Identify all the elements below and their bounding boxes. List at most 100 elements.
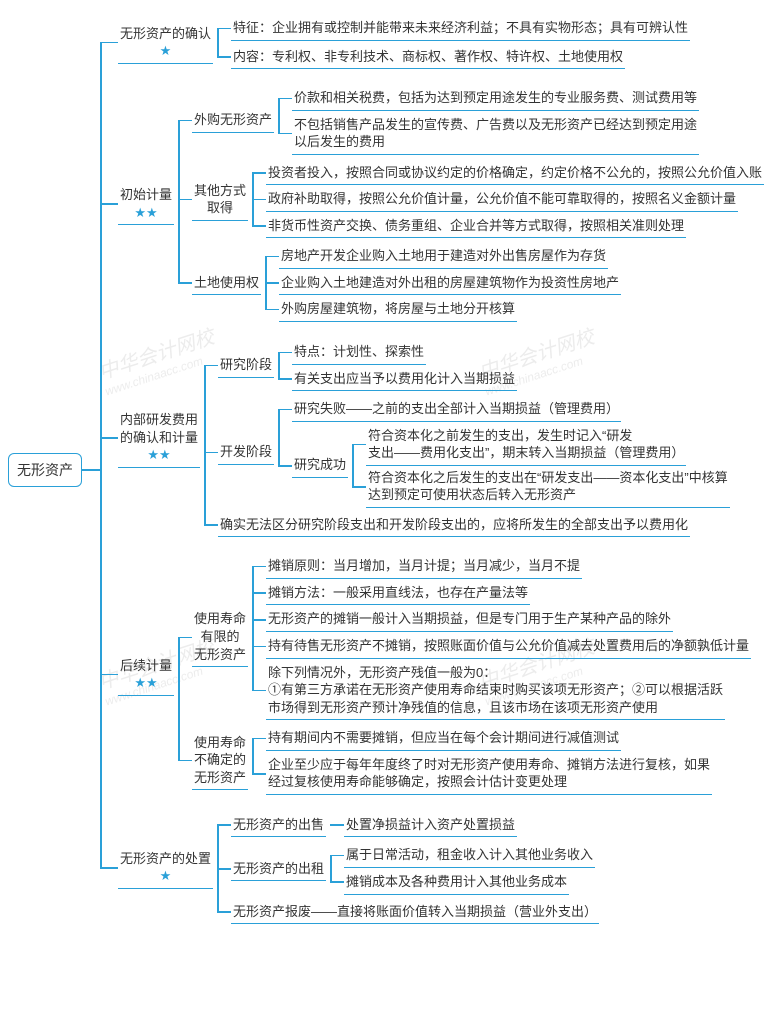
leaf-text: 特点：计划性、探索性: [292, 340, 426, 365]
leaf-node: 摊销原则：当月增加，当月计提；当月减少，当月不提: [252, 553, 755, 580]
leaf-node: 符合资本化之前发生的支出，发生时记入“研发 支出——费用化支出”，期末转入当期损…: [352, 424, 734, 466]
connector: [252, 592, 266, 594]
connector: [252, 619, 266, 621]
leaf-text: 投资者投入，按照合同或协议约定的价格确定，约定价格不公允的，按照公允价值入账: [266, 161, 764, 186]
branch-node: 研究阶段特点：计划性、探索性有关支出应当予以费用化计入当期损益: [204, 337, 734, 394]
node-label: 后续计量★★: [118, 654, 174, 696]
branch-node: 无形资产的出售处置净损益计入资产处置损益: [217, 810, 603, 841]
connector: [178, 637, 192, 639]
connector: [252, 172, 266, 174]
node-label: 初始计量★★: [118, 183, 174, 225]
connector: [252, 738, 266, 740]
connector: [252, 199, 266, 201]
connector: [204, 452, 218, 454]
connector: [178, 199, 192, 201]
leaf-text: 摊销原则：当月增加，当月计提；当月减少，当月不提: [266, 554, 582, 579]
connector: [330, 824, 344, 826]
leaf-text: 非货币性资产交换、债务重组、企业合并等方式取得，按照相关准则处理: [266, 214, 686, 239]
connector: [217, 28, 231, 30]
connector: [252, 690, 266, 692]
branch-node: 无形资产的确认★特征：企业拥有或控制并能带来未来经济利益；不具有实物形态；具有可…: [100, 8, 768, 77]
connector: [100, 42, 118, 44]
star-rating: ★★: [120, 446, 198, 464]
mindmap: 中华会计网校www.chinaacc.com中华会计网校www.chinaacc…: [8, 8, 775, 932]
leaf-node: 内容：专利权、非专利技术、商标权、著作权、特许权、土地使用权: [217, 43, 694, 72]
leaf-node: 确实无法区分研究阶段支出和开发阶段支出的，应将所发生的全部支出予以费用化: [204, 511, 734, 540]
node-label: 无形资产的出租: [231, 857, 326, 882]
node-label: 外购无形资产: [192, 108, 274, 133]
leaf-text: 研究失败——之前的支出全部计入当期损益（管理费用）: [292, 397, 621, 422]
leaf-text: 除下列情况外，无形资产残值一般为0： ①有第三方承诺在无形资产使用寿命结束时购买…: [266, 661, 725, 721]
connector: [100, 437, 118, 439]
leaf-node: 研究失败——之前的支出全部计入当期损益（管理费用）: [278, 396, 734, 423]
leaf-node: 持有待售无形资产不摊销，按照账面价值与公允价值减去处置费用后的净额孰低计量: [252, 633, 755, 660]
branch-node: 无形资产的处置★无形资产的出售处置净损益计入资产处置损益无形资产的出租属于日常活…: [100, 804, 768, 932]
leaf-node: 价款和相关税费，包括为达到预定用途发生的专业服务费、测试费用等: [278, 85, 703, 112]
connector: [217, 868, 231, 870]
leaf-text: 符合资本化之后发生的支出在“研发支出——资本化支出”中核算 达到预定可使用状态后…: [366, 466, 730, 508]
node-label: 土地使用权: [192, 271, 261, 296]
connector: [100, 674, 118, 676]
star-rating: ★: [120, 867, 211, 885]
leaf-text: 企业购入土地建造对外出租的房屋建筑物作为投资性房地产: [279, 271, 621, 296]
connector: [330, 855, 344, 857]
node-label: 内部研发费用 的确认和计量★★: [118, 408, 200, 468]
leaf-node: 无形资产的摊销一般计入当期损益，但是专门用于生产某种产品的除外: [252, 606, 755, 633]
leaf-text: 摊销成本及各种费用计入其他业务成本: [344, 870, 569, 895]
connector: [204, 524, 218, 526]
node-label: 无形资产的出售: [231, 813, 326, 838]
connector: [352, 486, 366, 488]
connector: [278, 133, 292, 135]
leaf-text: 外购房屋建筑物，将房屋与土地分开核算: [279, 297, 517, 322]
connector: [100, 203, 118, 205]
connector: [178, 120, 192, 122]
leaf-node: 外购房屋建筑物，将房屋与土地分开核算: [265, 296, 625, 323]
branch-node: 后续计量★★ 使用寿命 有限的 无形资产 摊销原则：当月增加，当月计提；当月减少，当…: [100, 545, 768, 803]
branch-node: 使用寿命 有限的 无形资产 摊销原则：当月增加，当月计提；当月减少，当月不提摊销方…: [178, 551, 755, 723]
leaf-text: 房地产开发企业购入土地用于建造对外出售房屋作为存货: [279, 244, 608, 269]
connector: [252, 646, 266, 648]
connector: [252, 566, 266, 568]
leaf-node: 属于日常活动，租金收入计入其他业务收入: [330, 842, 599, 869]
connector: [217, 911, 231, 913]
node-label: 使用寿命 有限的 无形资产: [192, 607, 248, 667]
leaf-node: 符合资本化之后发生的支出在“研发支出——资本化支出”中核算 达到预定可使用状态后…: [352, 466, 734, 508]
connector: [178, 282, 192, 284]
connector: [252, 225, 266, 227]
connector: [265, 282, 279, 284]
leaf-text: 无形资产报废——直接将账面价值转入当期损益（营业外支出）: [231, 900, 599, 925]
node-label: 研究阶段: [218, 353, 274, 378]
node-label: 开发阶段: [218, 440, 274, 465]
leaf-text: 持有期间内不需要摊销，但应当在每个会计期间进行减值测试: [266, 726, 621, 751]
branch-node: 研究成功符合资本化之前发生的支出，发生时记入“研发 支出——费用化支出”，期末转…: [278, 423, 734, 509]
node-label: 使用寿命 不确定的 无形资产: [192, 731, 248, 791]
connector: [204, 365, 218, 367]
leaf-text: 符合资本化之前发生的支出，发生时记入“研发 支出——费用化支出”，期末转入当期损…: [366, 424, 686, 466]
branch-node: 土地使用权房地产开发企业购入土地用于建造对外出售房屋作为存货企业购入土地建造对外…: [178, 241, 768, 325]
branch-node: 无形资产的出租属于日常活动，租金收入计入其他业务收入摊销成本及各种费用计入其他业…: [217, 840, 603, 897]
leaf-text: 属于日常活动，租金收入计入其他业务收入: [344, 843, 595, 868]
leaf-text: 摊销方法：一般采用直线法，也存在产量法等: [266, 581, 530, 606]
connector: [82, 469, 100, 471]
branch-node: 初始计量★★外购无形资产价款和相关税费，包括为达到预定用途发生的专业服务费、测试…: [100, 77, 768, 331]
connector: [100, 867, 118, 869]
leaf-node: 企业购入土地建造对外出租的房屋建筑物作为投资性房地产: [265, 270, 625, 297]
connector: [352, 444, 366, 446]
branch-node: 内部研发费用 的确认和计量★★研究阶段特点：计划性、探索性有关支出应当予以费用化…: [100, 331, 768, 545]
leaf-node: 企业至少应于每年年度终了时对无形资产使用寿命、摊销方法进行复核，如果 经过复核使…: [252, 752, 716, 796]
leaf-node: 摊销方法：一般采用直线法，也存在产量法等: [252, 580, 755, 607]
branch-node: 外购无形资产价款和相关税费，包括为达到预定用途发生的专业服务费、测试费用等不包括…: [178, 83, 768, 158]
star-rating: ★★: [120, 204, 172, 222]
node-label: 其他方式 取得: [192, 179, 248, 221]
leaf-node: 政府补助取得，按照公允价值计量，公允价值不能可靠取得的，按照名义金额计量: [252, 186, 768, 213]
leaf-text: 特征：企业拥有或控制并能带来未来经济利益；不具有实物形态；具有可辨认性: [231, 16, 690, 41]
connector: [278, 378, 292, 380]
leaf-node: 不包括销售产品发生的宣传费、广告费以及无形资产已经达到预定用途 以后发生的费用: [278, 112, 703, 156]
leaf-text: 企业至少应于每年年度终了时对无形资产使用寿命、摊销方法进行复核，如果 经过复核使…: [266, 753, 712, 795]
leaf-node: 处置净损益计入资产处置损益: [330, 812, 521, 839]
leaf-node: 特征：企业拥有或控制并能带来未来经济利益；不具有实物形态；具有可辨认性: [217, 14, 694, 43]
branch-node: 开发阶段研究失败——之前的支出全部计入当期损益（管理费用）研究成功符合资本化之前…: [204, 394, 734, 511]
star-rating: ★: [120, 42, 211, 60]
branch-node: 其他方式 取得投资者投入，按照合同或协议约定的价格确定，约定价格不公允的，按照公…: [178, 158, 768, 242]
leaf-text: 无形资产的摊销一般计入当期损益，但是专门用于生产某种产品的除外: [266, 607, 673, 632]
